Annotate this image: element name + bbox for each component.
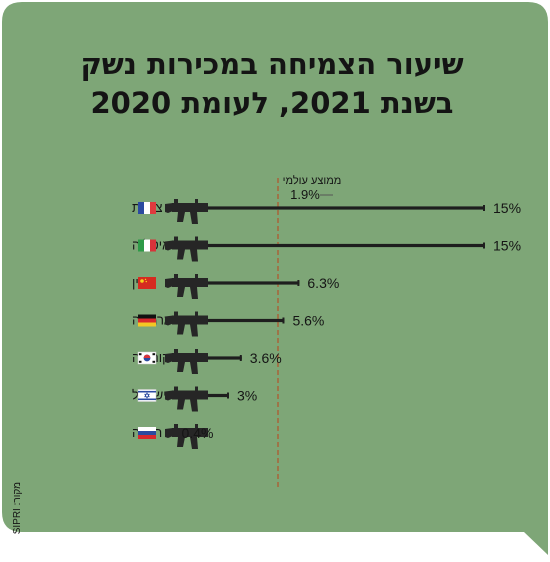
value-label: 15% xyxy=(493,200,521,216)
flag-france-icon xyxy=(138,202,156,214)
flag-south-korea-icon xyxy=(137,351,157,365)
chart-rows: צרפת15% איטליה15% סין6.3% גרמניה5.6% דרום קו… xyxy=(132,199,521,449)
value-label: 0.4% xyxy=(182,425,214,441)
world-average-label: ממוצע עולמי xyxy=(283,174,342,187)
rifle-icon xyxy=(165,236,208,262)
rifle-icon xyxy=(165,349,208,374)
value-label: 3% xyxy=(237,388,257,404)
rifle-icon xyxy=(165,199,208,224)
bar xyxy=(205,318,285,323)
bar xyxy=(205,393,229,398)
value-label: 15% xyxy=(493,238,521,254)
bar-muzzle xyxy=(297,280,300,286)
speech-bubble-background xyxy=(2,2,548,555)
rifle-icon xyxy=(165,311,208,337)
chart-row: סין6.3% xyxy=(132,274,339,299)
chart-row: רוסיה0.4% xyxy=(132,424,213,449)
flag-israel-icon xyxy=(137,389,157,402)
value-label: 6.3% xyxy=(307,275,339,291)
chart-title-line-2: בשנת 2021, לעומת 2020 xyxy=(91,86,454,120)
chart-row: צרפת15% xyxy=(132,199,521,224)
source-note: מקור: SIPRI xyxy=(12,482,23,534)
value-label: 3.6% xyxy=(250,350,282,366)
bar-muzzle xyxy=(483,205,485,211)
flag-russia-icon xyxy=(138,427,156,439)
bar xyxy=(205,243,485,248)
chart-row: דרום קוריאה3.6% xyxy=(132,349,282,374)
flag-china-icon xyxy=(138,277,156,289)
chart-row: ישראל3% xyxy=(132,386,257,412)
flag-germany-icon xyxy=(138,314,156,327)
flag-italy-icon xyxy=(138,239,156,252)
bar-muzzle xyxy=(227,392,229,399)
chart-title-line-1: שיעור הצמיחה במכירות נשק xyxy=(80,47,463,81)
value-label: 5.6% xyxy=(292,313,324,329)
chart-row: גרמניה5.6% xyxy=(132,311,324,337)
rifle-icon xyxy=(165,274,208,299)
world-average-value: 1.9% xyxy=(290,187,320,202)
bar-muzzle xyxy=(239,355,242,361)
rifle-icon xyxy=(165,424,208,449)
rifle-icon xyxy=(165,386,208,412)
bar xyxy=(205,281,300,285)
chart-row: איטליה15% xyxy=(132,236,521,262)
bar-muzzle xyxy=(483,242,485,249)
bar xyxy=(205,356,242,360)
bar-muzzle xyxy=(282,317,285,324)
bar xyxy=(205,206,485,210)
